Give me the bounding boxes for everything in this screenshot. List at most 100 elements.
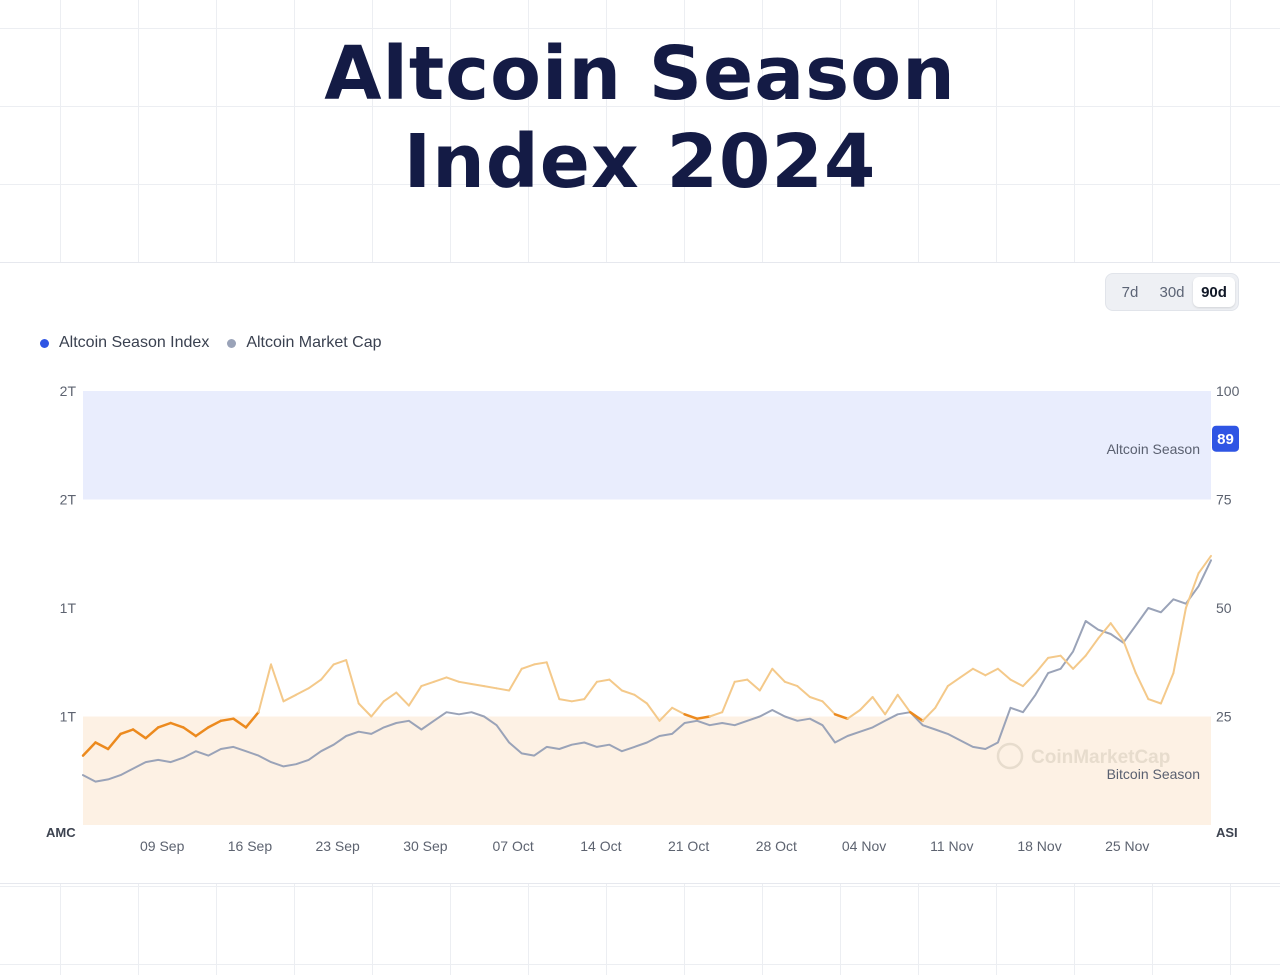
altcoin-season-index-segment [1072, 654, 1087, 670]
altcoin-season-index-segment [859, 696, 874, 711]
legend-dot-icon [40, 338, 49, 348]
left-axis-tick-label: 2T [60, 383, 77, 399]
coinmarketcap-logo-icon [996, 742, 1024, 770]
altcoin-season-index-segment [169, 721, 185, 729]
altcoin-season-index-segment [207, 719, 223, 729]
altcoin-season-index-segment [382, 691, 398, 703]
altcoin-season-index-segment [1034, 656, 1050, 675]
altcoin-season-index-segment [570, 698, 586, 703]
legend-label: Altcoin Market Cap [246, 334, 382, 351]
left-axis-tick-label: 1T [60, 709, 77, 725]
altcoin-season-index-segment [345, 659, 360, 705]
altcoin-season-index-segment [1059, 654, 1075, 670]
altcoin-season-index-segment [646, 702, 661, 722]
left-axis-end-label: AMC [46, 825, 76, 840]
altcoin-season-index-segment [1184, 572, 1200, 609]
right-axis-end-label: ASI [1216, 825, 1238, 840]
range-90d-button[interactable]: 90d [1193, 277, 1235, 307]
altcoin-season-index-segment [721, 680, 736, 714]
altcoin-season-index-segment [144, 726, 160, 740]
altcoin-season-index-segment [1122, 639, 1137, 675]
altcoin-season-index-segment [533, 661, 548, 666]
right-axis-tick-label: 25 [1216, 709, 1232, 725]
x-axis-tick-label: 11 Nov [930, 838, 973, 854]
legend-item-altcoin-season-index[interactable]: Altcoin Season Index [40, 334, 209, 352]
altcoin-season-index-segment [483, 685, 498, 690]
current-value-text: 89 [1217, 431, 1234, 448]
page-title: Altcoin Season Index 2024 [0, 30, 1280, 206]
altcoin-season-index-segment [971, 667, 987, 677]
altcoin-season-index-segment [244, 710, 260, 729]
altcoin-season-index-segment [583, 680, 598, 701]
altcoin-season-index-segment [545, 661, 561, 701]
altcoin-season-index-segment [1197, 554, 1212, 575]
altcoin-season-index-segment [131, 728, 147, 740]
altcoin-season-index-segment [871, 696, 887, 716]
altcoin-season-index-segment [746, 678, 761, 692]
altcoin-season-index-segment [470, 683, 486, 688]
x-axis-tick-label: 16 Sep [228, 838, 273, 854]
altcoin-season-index-segment [194, 726, 210, 738]
altcoin-season-index-segment [833, 713, 849, 720]
altcoin-season-index-segment [119, 728, 135, 736]
x-axis-tick-label: 30 Sep [403, 838, 448, 854]
altcoin-season-index-segment [959, 667, 974, 679]
altcoin-season-zone [83, 391, 1211, 500]
altcoin-season-index-segment [445, 676, 460, 683]
altcoin-season-index-segment [1009, 678, 1024, 688]
altcoin-season-index-segment [332, 659, 348, 666]
legend-item-altcoin-market-cap[interactable]: Altcoin Market Cap [227, 334, 382, 352]
altcoin-season-index-segment [908, 710, 924, 723]
altcoin-season-index-segment [771, 667, 786, 683]
altcoin-season-index-segment [357, 702, 373, 718]
altcoin-season-index-segment [733, 678, 749, 683]
current-value-badge-bg [1212, 425, 1239, 452]
altcoin-season-index-segment [182, 726, 198, 738]
altcoin-season-index-segment [495, 687, 511, 692]
altcoin-season-index-segment [1022, 672, 1037, 688]
altcoin-season-index-segment [282, 693, 298, 703]
altcoin-season-index-segment [896, 693, 912, 714]
altcoin-season-index-segment [671, 706, 686, 716]
altcoin-season-index-segment [1047, 654, 1062, 659]
x-axis-tick-label: 18 Nov [1017, 838, 1061, 854]
x-axis-tick-label: 14 Oct [580, 838, 621, 854]
chart-legend: Altcoin Season Index Altcoin Market Cap [40, 334, 400, 352]
right-axis-tick-label: 50 [1216, 600, 1232, 616]
altcoin-season-index-segment [1097, 622, 1112, 640]
altcoin-season-index-segment [695, 715, 711, 720]
altcoin-season-index-segment [407, 685, 423, 707]
altcoin-season-index-segment [808, 696, 824, 703]
x-axis-tick-label: 04 Nov [842, 838, 886, 854]
x-axis-tick-label: 25 Nov [1105, 838, 1149, 854]
altcoin-season-index-segment [520, 663, 536, 670]
altcoin-season-index-segment [796, 685, 811, 698]
altcoin-season-index-segment [232, 717, 248, 729]
range-7d-button[interactable]: 7d [1109, 277, 1151, 307]
altcoin-season-index-segment [106, 732, 122, 751]
altcoin-season-index-segment [1159, 672, 1175, 705]
watermark-text: CoinMarketCap [1031, 747, 1170, 768]
altcoin-market-cap-line [82, 559, 1212, 783]
title-line-2: Index 2024 [403, 119, 877, 205]
altcoin-season-index-segment [934, 685, 949, 709]
altcoin-season-index-segment [307, 678, 323, 690]
left-axis-tick-label: 1T [60, 600, 77, 616]
altcoin-season-index-segment [984, 667, 999, 677]
range-30d-button[interactable]: 30d [1151, 277, 1193, 307]
altcoin-season-index-segment [420, 680, 435, 688]
altcoin-season-index-segment [320, 663, 335, 681]
altcoin-season-index-segment [683, 713, 699, 720]
altcoin-season-index-segment [608, 678, 623, 692]
altcoin-season-index-segment [558, 698, 573, 703]
altcoin-season-index-segment [257, 663, 272, 714]
legend-dot-icon [227, 338, 237, 348]
altcoin-season-index-segment [1147, 698, 1162, 705]
bitcoin-season-zone [83, 716, 1211, 825]
altcoin-season-index-segment [921, 706, 937, 722]
x-axis-tick-label: 23 Sep [315, 838, 360, 854]
altcoin-season-index-segment [708, 711, 724, 718]
altcoin-season-index-segment [783, 680, 799, 688]
altcoin-season-index-segment [595, 678, 611, 683]
